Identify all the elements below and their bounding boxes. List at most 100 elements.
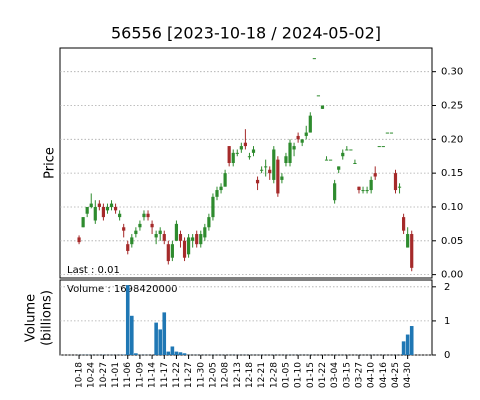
candle-body: [333, 183, 337, 201]
x-tick-label: 11-09: [135, 362, 145, 388]
candle-body: [393, 173, 398, 191]
volume-bar: [405, 334, 410, 355]
x-tick-label: 04-30: [403, 362, 413, 388]
x-tick-label: 12-28: [269, 362, 279, 388]
candle-body: [397, 186, 402, 188]
x-tick-label: 11-30: [196, 362, 206, 388]
x-tick-label: 03-04: [330, 362, 340, 388]
x-tick-label: 10-18: [75, 362, 85, 388]
x-tick-label: 04-25: [391, 362, 401, 388]
x-tick-label: 04-16: [379, 362, 389, 388]
candle-body: [142, 213, 146, 218]
volume-bar: [130, 315, 134, 355]
candle-body: [207, 217, 211, 228]
x-tick-label: 10-27: [99, 362, 109, 388]
candle-body: [81, 217, 85, 228]
volume-bar: [178, 352, 183, 355]
candle-body: [276, 159, 280, 194]
candle-body: [337, 166, 341, 170]
volume-bar: [170, 346, 175, 355]
candle-body: [341, 152, 345, 157]
x-tick-label: 04-10: [367, 362, 377, 388]
candle-body: [288, 142, 292, 163]
candle-body: [158, 230, 162, 235]
y-tick-label: 0.25: [441, 101, 463, 112]
x-tick-label: 11-01: [111, 362, 121, 388]
candle-body: [130, 237, 134, 245]
candle-body: [251, 149, 256, 153]
candle-body: [402, 217, 406, 231]
candle-body: [389, 132, 394, 134]
candle-body: [203, 227, 207, 238]
candle-body: [268, 169, 272, 174]
candle-body: [324, 159, 329, 161]
x-tick-label: 12-13: [233, 362, 243, 388]
candle-body: [243, 142, 247, 147]
candle-body: [178, 234, 183, 241]
x-tick-label: 01-05: [281, 362, 291, 388]
candle-body: [272, 149, 276, 180]
x-tick-label: 01-15: [306, 362, 316, 388]
x-tick-label: 01-22: [318, 362, 328, 388]
candle-body: [101, 206, 106, 218]
volume-bar: [162, 312, 167, 355]
candle-body: [406, 234, 410, 248]
x-tick-label: 11-27: [184, 362, 194, 388]
y-tick-label: 0.15: [441, 168, 463, 179]
candle-body: [312, 58, 316, 60]
candle-body: [154, 234, 158, 238]
candle-body: [77, 237, 81, 243]
x-tick-label: 11-14: [148, 362, 158, 388]
candle-body: [118, 213, 122, 218]
candle-body: [215, 190, 219, 197]
candle-body: [410, 234, 414, 268]
candle-body: [105, 206, 110, 211]
volume-axis-label: Volume: [24, 294, 39, 342]
candle-body: [134, 230, 138, 235]
candle-body: [223, 173, 227, 187]
candle-body: [174, 223, 179, 241]
y-axis-label: Price: [43, 147, 58, 179]
candle-body: [255, 179, 260, 184]
candle-body: [296, 135, 300, 140]
candle-body: [320, 105, 325, 109]
y-tick-label: 0.00: [441, 270, 463, 281]
volume-bar: [401, 341, 406, 355]
candle-body: [308, 115, 312, 133]
candle-body: [109, 203, 114, 207]
x-tick-label: 01-10: [294, 362, 304, 388]
candle-body: [170, 244, 174, 258]
candle-body: [316, 95, 321, 97]
candle-body: [349, 149, 353, 151]
candle-body: [138, 223, 142, 228]
candle-body: [373, 173, 377, 177]
candle-body: [280, 176, 284, 180]
candle-body: [162, 234, 166, 241]
candle-body: [292, 146, 296, 150]
candle-body: [195, 234, 199, 245]
candle-body: [247, 156, 252, 158]
candle-body: [166, 244, 170, 262]
candle-body: [235, 152, 239, 154]
candle-body: [199, 234, 203, 245]
candle-body: [353, 163, 357, 164]
candle-body: [113, 206, 118, 211]
volume-bar: [134, 353, 138, 355]
candle-body: [361, 190, 365, 192]
candle-body: [300, 139, 304, 143]
volume-bar: [166, 351, 171, 355]
candle-body: [260, 169, 264, 171]
candle-body: [385, 132, 389, 134]
volume-bar: [125, 285, 130, 355]
candle-body: [231, 152, 235, 163]
candle-body: [381, 146, 385, 148]
y-tick-label: 0: [444, 350, 450, 361]
volume-axis-label: (billions): [40, 290, 55, 346]
candle-body: [227, 146, 231, 163]
x-tick-label: 12-21: [257, 362, 267, 388]
candle-body: [150, 223, 154, 228]
candle-body: [377, 146, 381, 148]
y-tick-label: 0.20: [441, 134, 463, 145]
volume-bar: [409, 326, 414, 355]
